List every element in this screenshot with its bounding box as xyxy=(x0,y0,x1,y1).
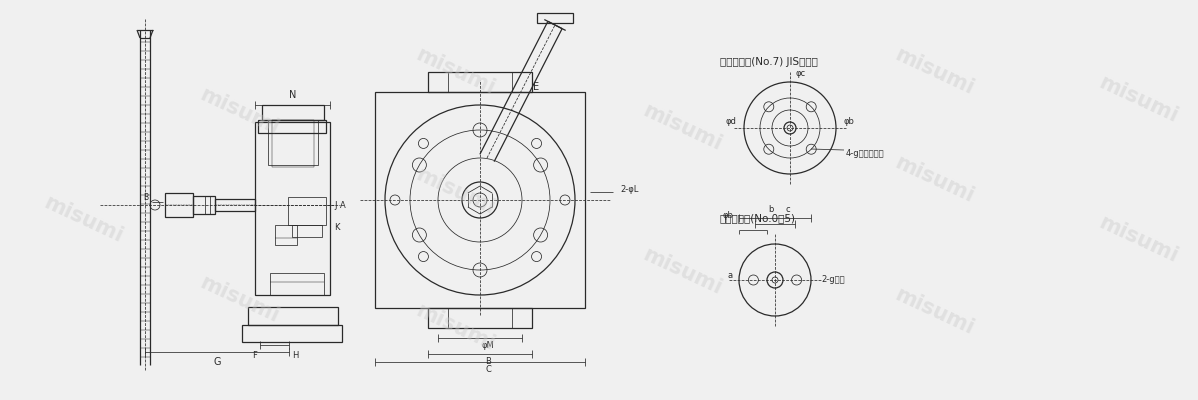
Text: A: A xyxy=(340,200,346,210)
Text: 2-φL: 2-φL xyxy=(621,186,640,194)
Text: misumi: misumi xyxy=(196,273,283,327)
Bar xyxy=(270,273,323,295)
Text: misumi: misumi xyxy=(891,45,978,99)
Bar xyxy=(537,13,573,23)
Bar xyxy=(165,193,193,217)
Bar xyxy=(272,120,314,167)
Bar xyxy=(428,72,532,92)
Text: misumi: misumi xyxy=(891,285,978,339)
Bar xyxy=(268,120,317,165)
Text: φb: φb xyxy=(845,118,855,126)
Bar xyxy=(375,92,585,308)
Text: C: C xyxy=(485,366,491,374)
Text: misumi: misumi xyxy=(196,85,283,139)
Text: φd: φd xyxy=(725,118,736,126)
Text: G: G xyxy=(213,357,220,367)
Text: misumi: misumi xyxy=(891,153,978,207)
Text: φc: φc xyxy=(795,70,806,78)
Text: misumi: misumi xyxy=(1095,213,1181,267)
Text: H: H xyxy=(292,350,300,360)
Text: b: b xyxy=(769,206,774,214)
Bar xyxy=(255,122,329,295)
Text: 2-gネジ: 2-gネジ xyxy=(821,276,845,284)
Bar xyxy=(428,308,532,328)
Text: misumi: misumi xyxy=(41,193,127,247)
Text: 4-gネジ又は穴: 4-gネジ又は穴 xyxy=(846,148,884,158)
Text: misumi: misumi xyxy=(412,165,498,219)
Bar xyxy=(258,120,326,133)
Bar xyxy=(288,197,326,225)
Text: 標準タイプ(No.0・5): 標準タイプ(No.0・5) xyxy=(720,213,795,223)
Text: c: c xyxy=(785,206,789,214)
Bar xyxy=(193,196,214,214)
Text: misumi: misumi xyxy=(640,101,726,155)
Text: misumi: misumi xyxy=(412,45,498,99)
Text: N: N xyxy=(289,90,296,100)
Bar xyxy=(248,307,338,325)
Bar xyxy=(242,325,341,342)
Text: a: a xyxy=(728,270,733,280)
Text: B: B xyxy=(485,358,491,366)
Text: misumi: misumi xyxy=(1095,73,1181,127)
Text: misumi: misumi xyxy=(412,301,498,355)
Text: E: E xyxy=(533,82,539,92)
Bar xyxy=(214,199,255,211)
Text: K: K xyxy=(334,222,339,232)
Text: misumi: misumi xyxy=(640,245,726,299)
Bar xyxy=(262,105,323,120)
Text: B: B xyxy=(143,192,149,202)
Text: J: J xyxy=(334,200,337,210)
Bar xyxy=(276,225,297,245)
Text: φM: φM xyxy=(482,342,495,350)
Text: F: F xyxy=(253,350,258,360)
Text: φb: φb xyxy=(722,212,733,220)
Bar xyxy=(292,225,322,237)
Text: 標準タイプ(No.7) JISタイプ: 標準タイプ(No.7) JISタイプ xyxy=(720,57,818,67)
